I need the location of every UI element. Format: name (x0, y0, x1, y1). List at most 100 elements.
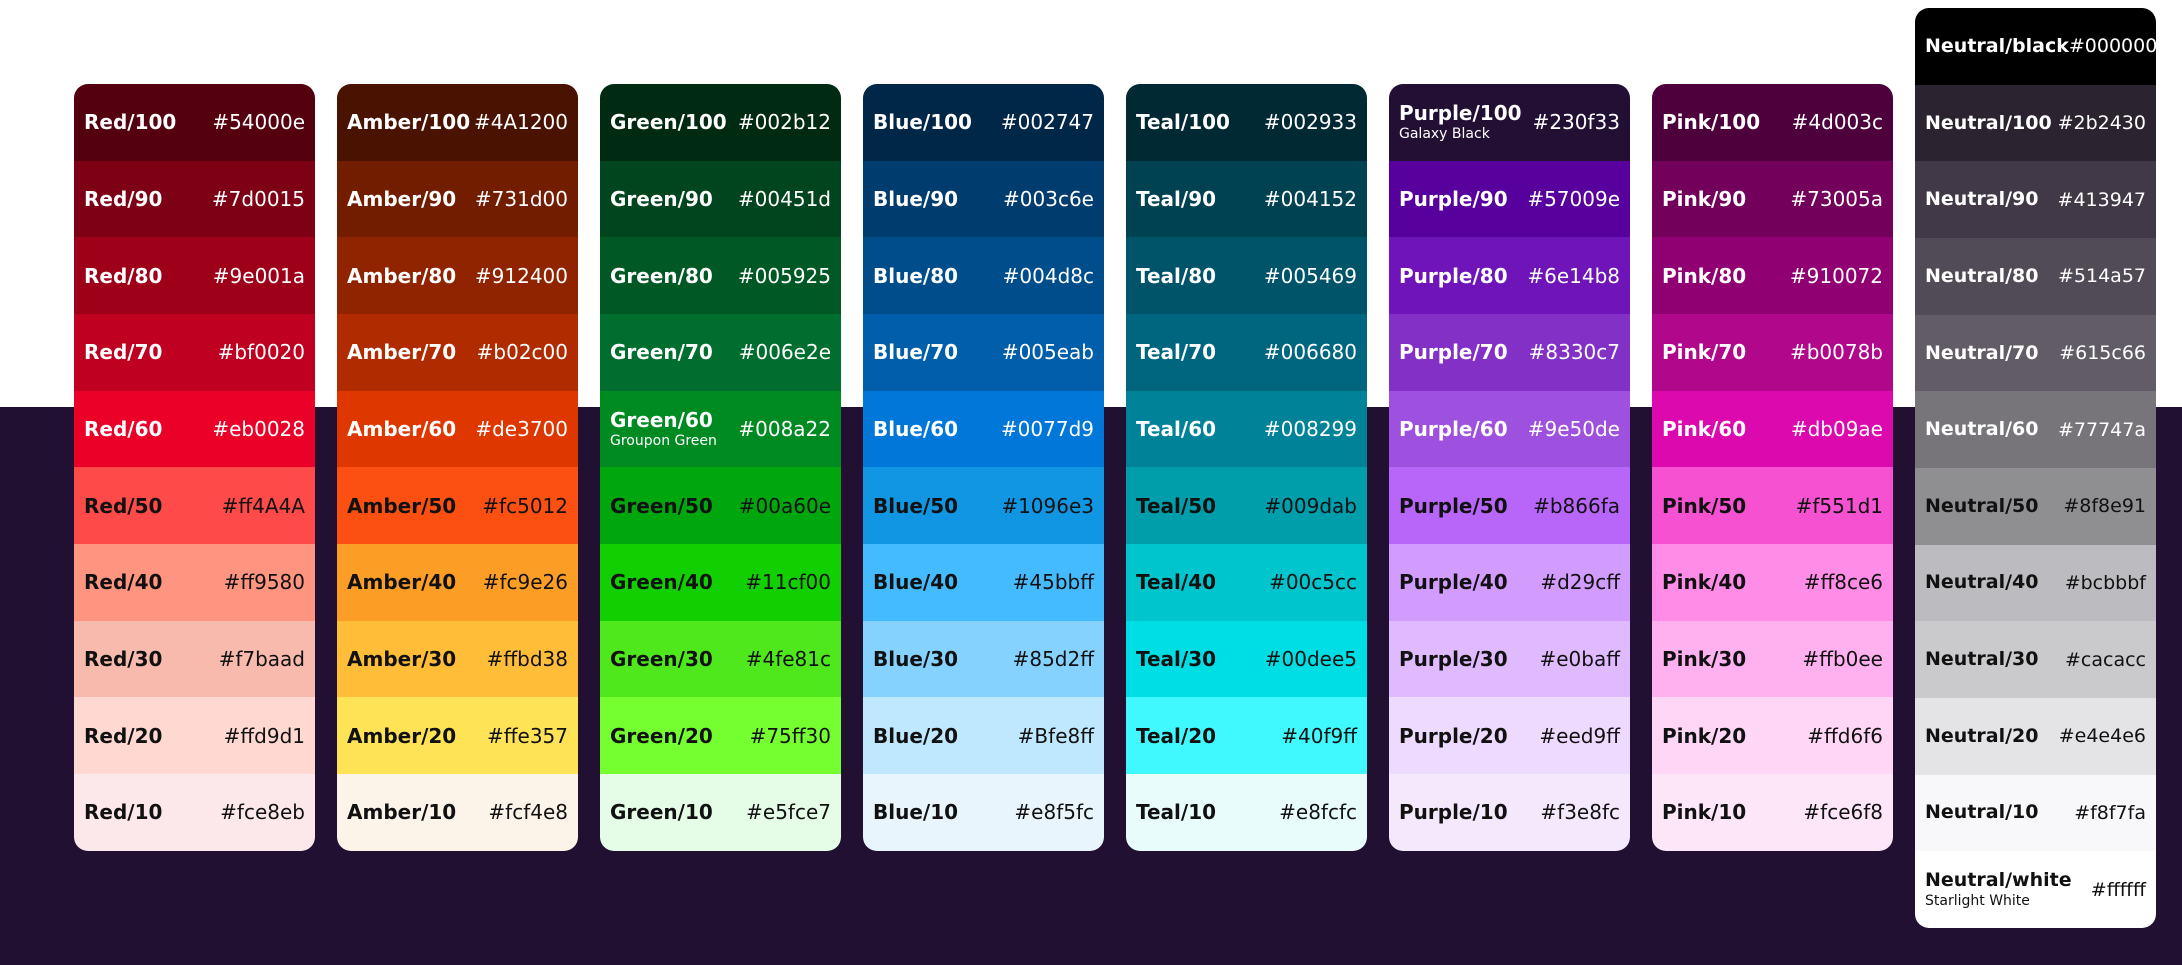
color-swatch[interactable]: Amber/90 #731d00 (337, 160, 578, 238)
color-swatch[interactable]: Neutral/60 #77747a (1915, 391, 2156, 468)
color-swatch[interactable]: Red/40 #ff9580 (74, 543, 315, 621)
color-swatch[interactable]: Purple/60 #9e50de (1389, 390, 1630, 468)
color-swatch[interactable]: Blue/40 #45bbff (863, 543, 1104, 621)
color-swatch[interactable]: Pink/40 #ff8ce6 (1652, 543, 1893, 621)
swatch-name-group: Neutral/white Starlight White (1925, 869, 2072, 910)
color-swatch[interactable]: Red/30 #f7baad (74, 620, 315, 698)
color-swatch[interactable]: Teal/50 #009dab (1126, 467, 1367, 544)
color-swatch[interactable]: Pink/70 #b0078b (1652, 313, 1893, 391)
swatch-name: Red/20 (84, 723, 163, 748)
color-swatch[interactable]: Purple/10 #f3e8fc (1389, 773, 1630, 851)
color-swatch[interactable]: Red/70 #bf0020 (74, 313, 315, 391)
color-swatch[interactable]: Red/60 #eb0028 (74, 390, 315, 468)
color-swatch[interactable]: Pink/80 #910072 (1652, 237, 1893, 314)
color-swatch[interactable]: Teal/70 #006680 (1126, 313, 1367, 391)
swatch-name: Amber/40 (347, 570, 457, 595)
color-swatch[interactable]: Green/60 Groupon Green #008a22 (600, 390, 841, 468)
swatch-name: Teal/80 (1136, 263, 1217, 288)
color-swatch[interactable]: Pink/50 #f551d1 (1652, 467, 1893, 544)
color-swatch[interactable]: Purple/90 #57009e (1389, 160, 1630, 238)
color-swatch[interactable]: Blue/100 #002747 (863, 84, 1104, 161)
swatch-name-group: Pink/20 (1662, 725, 1746, 747)
color-swatch[interactable]: Red/10 #fce8eb (74, 773, 315, 851)
swatch-name-group: Blue/100 (873, 111, 972, 133)
color-swatch[interactable]: Neutral/black #000000 (1915, 8, 2156, 85)
color-swatch[interactable]: Amber/40 #fc9e26 (337, 543, 578, 621)
color-swatch[interactable]: Red/100 #54000e (74, 84, 315, 161)
color-swatch[interactable]: Neutral/10 #f8f7fa (1915, 774, 2156, 852)
color-swatch[interactable]: Blue/50 #1096e3 (863, 467, 1104, 544)
color-swatch[interactable]: Amber/20 #ffe357 (337, 697, 578, 774)
color-swatch[interactable]: Teal/10 #e8fcfc (1126, 773, 1367, 851)
color-swatch[interactable]: Green/10 #e5fce7 (600, 773, 841, 851)
color-swatch[interactable]: Pink/90 #73005a (1652, 160, 1893, 238)
color-swatch[interactable]: Purple/20 #eed9ff (1389, 697, 1630, 774)
color-swatch[interactable]: Purple/40 #d29cff (1389, 543, 1630, 621)
color-swatch[interactable]: Blue/10 #e8f5fc (863, 773, 1104, 851)
color-swatch[interactable]: Blue/20 #Bfe8ff (863, 697, 1104, 774)
color-swatch[interactable]: Green/70 #006e2e (600, 313, 841, 391)
color-swatch[interactable]: Neutral/20 #e4e4e6 (1915, 697, 2156, 775)
color-swatch[interactable]: Neutral/100 #2b2430 (1915, 84, 2156, 162)
swatch-name: Neutral/50 (1925, 494, 2039, 517)
color-swatch[interactable]: Teal/100 #002933 (1126, 84, 1367, 161)
color-swatch[interactable]: Amber/70 #b02c00 (337, 313, 578, 391)
swatch-name: Green/60 (610, 407, 713, 432)
color-swatch[interactable]: Pink/10 #fce6f8 (1652, 773, 1893, 851)
color-swatch[interactable]: Teal/90 #004152 (1126, 160, 1367, 238)
color-swatch[interactable]: Neutral/90 #413947 (1915, 161, 2156, 238)
swatch-hex-code: #004152 (1263, 186, 1357, 211)
color-swatch[interactable]: Green/90 #00451d (600, 160, 841, 238)
color-swatch[interactable]: Red/50 #ff4A4A (74, 467, 315, 544)
swatch-alias: Starlight White (1925, 892, 2030, 909)
color-swatch[interactable]: Teal/20 #40f9ff (1126, 697, 1367, 774)
color-swatch[interactable]: Blue/70 #005eab (863, 313, 1104, 391)
color-swatch[interactable]: Neutral/80 #514a57 (1915, 237, 2156, 315)
color-swatch[interactable]: Amber/10 #fcf4e8 (337, 773, 578, 851)
color-swatch[interactable]: Purple/30 #e0baff (1389, 620, 1630, 698)
color-swatch[interactable]: Blue/30 #85d2ff (863, 620, 1104, 698)
color-swatch[interactable]: Red/80 #9e001a (74, 237, 315, 314)
color-swatch[interactable]: Purple/100 Galaxy Black #230f33 (1389, 84, 1630, 161)
color-swatch[interactable]: Purple/70 #8330c7 (1389, 313, 1630, 391)
color-swatch[interactable]: Green/30 #4fe81c (600, 620, 841, 698)
color-swatch[interactable]: Red/90 #7d0015 (74, 160, 315, 238)
color-swatch[interactable]: Blue/80 #004d8c (863, 237, 1104, 314)
color-swatch[interactable]: Teal/30 #00dee5 (1126, 620, 1367, 698)
color-swatch[interactable]: Blue/60 #0077d9 (863, 390, 1104, 468)
swatch-name-group: Teal/80 (1136, 265, 1216, 287)
color-swatch[interactable]: Neutral/30 #cacacc (1915, 621, 2156, 698)
color-swatch[interactable]: Blue/90 #003c6e (863, 160, 1104, 238)
color-swatch[interactable]: Green/20 #75ff30 (600, 697, 841, 774)
color-swatch[interactable]: Teal/60 #008299 (1126, 390, 1367, 468)
color-swatch[interactable]: Neutral/white Starlight White #ffffff (1915, 851, 2156, 928)
color-swatch[interactable]: Neutral/50 #8f8e91 (1915, 467, 2156, 545)
swatch-hex-code: #fc9e26 (482, 570, 568, 595)
color-swatch[interactable]: Neutral/40 #bcbbbf (1915, 544, 2156, 622)
color-swatch[interactable]: Amber/60 #de3700 (337, 390, 578, 468)
color-swatch[interactable]: Green/40 #11cf00 (600, 543, 841, 621)
color-swatch[interactable]: Pink/20 #ffd6f6 (1652, 697, 1893, 774)
color-swatch[interactable]: Amber/80 #912400 (337, 237, 578, 314)
swatch-name-group: Neutral/20 (1925, 725, 2038, 747)
color-swatch[interactable]: Pink/100 #4d003c (1652, 84, 1893, 161)
color-swatch[interactable]: Amber/50 #fc5012 (337, 467, 578, 544)
color-swatch[interactable]: Amber/100 #4A1200 (337, 84, 578, 161)
swatch-name-group: Pink/80 (1662, 265, 1746, 287)
color-swatch[interactable]: Neutral/70 #615c66 (1915, 314, 2156, 392)
color-swatch[interactable]: Amber/30 #ffbd38 (337, 620, 578, 698)
color-swatch[interactable]: Green/100 #002b12 (600, 84, 841, 161)
swatch-name: Amber/20 (347, 723, 457, 748)
color-swatch[interactable]: Pink/60 #db09ae (1652, 390, 1893, 468)
color-swatch[interactable]: Red/20 #ffd9d1 (74, 697, 315, 774)
swatch-name: Neutral/10 (1925, 801, 2039, 824)
color-swatch[interactable]: Green/80 #005925 (600, 237, 841, 314)
color-swatch[interactable]: Purple/80 #6e14b8 (1389, 237, 1630, 314)
color-swatch[interactable]: Pink/30 #ffb0ee (1652, 620, 1893, 698)
color-swatch[interactable]: Green/50 #00a60e (600, 467, 841, 544)
swatch-hex-code: #006680 (1263, 340, 1357, 365)
color-swatch[interactable]: Purple/50 #b866fa (1389, 467, 1630, 544)
color-swatch[interactable]: Teal/80 #005469 (1126, 237, 1367, 314)
color-swatch[interactable]: Teal/40 #00c5cc (1126, 543, 1367, 621)
swatch-name-group: Amber/70 (347, 341, 456, 363)
